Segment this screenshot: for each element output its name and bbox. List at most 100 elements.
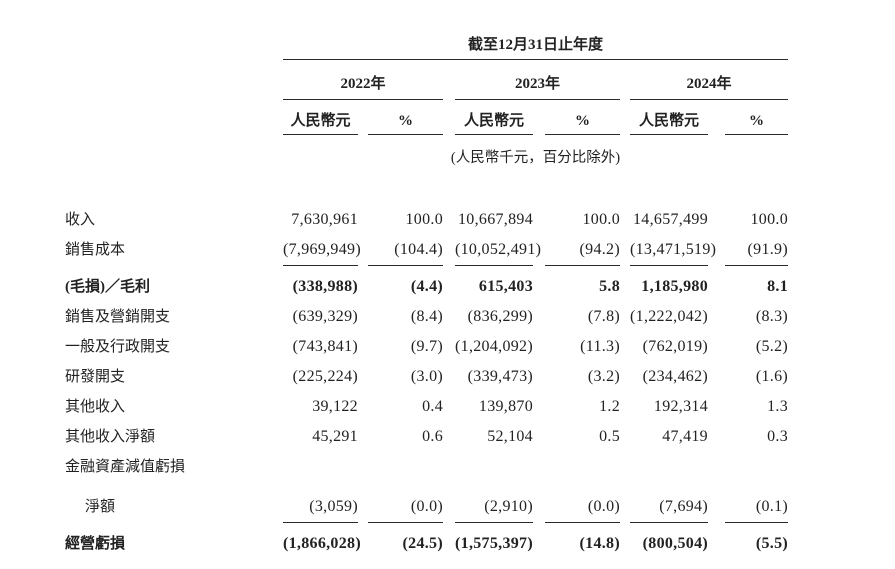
rule-line (545, 265, 620, 266)
col-header-rmb: 人民幣元 (283, 112, 358, 135)
value-cell: 192,314 (653, 398, 708, 415)
table-row: 研發開支 (225,224) (3.0) (339,473) (3.2) (234,462… (65, 362, 788, 392)
value-cell: (8.4) (410, 308, 443, 325)
value-cell: (3.2) (587, 368, 620, 385)
value-cell: 1.2 (599, 398, 620, 415)
value-cell: (1,575,397) (455, 535, 533, 552)
table-row: 淨額 (3,059) (0.0) (2,910) (0.0) (7,694) (0.1) (65, 492, 788, 522)
row-label: 淨額 (85, 499, 116, 515)
value-cell: 0.3 (767, 428, 788, 445)
value-cell: (10,052,491) (455, 241, 542, 258)
table-body: 收入 7,630,961 100.0 10,667,894 100.0 14,657,49… (65, 205, 788, 559)
value-cell: (800,504) (642, 535, 708, 552)
row-label: 金融資產減值虧損 (65, 459, 186, 475)
row-label: 銷售及營銷開支 (65, 309, 171, 325)
table-row: 收入 7,630,961 100.0 10,667,894 100.0 14,657,49… (65, 205, 788, 235)
value-cell: 139,870 (478, 398, 533, 415)
value-cell: 14,657,499 (633, 211, 708, 228)
rule-line (630, 522, 708, 523)
table-row: 銷售及營銷開支 (639,329) (8.4) (836,299) (7.8) (1,22… (65, 302, 788, 332)
value-cell: 7,630,961 (291, 211, 358, 228)
value-cell: (1,866,028) (283, 535, 361, 552)
value-cell: (234,462) (642, 368, 708, 385)
table-title-row: 截至12月31日止年度 (65, 36, 788, 60)
col-header-rmb: 人民幣元 (455, 112, 533, 135)
rule-line (455, 522, 533, 523)
value-cell: (1,222,042) (630, 308, 708, 325)
value-cell: (4.4) (410, 278, 443, 295)
col-header-rmb: 人民幣元 (630, 112, 708, 135)
rule-line (283, 522, 358, 523)
value-cell: 0.6 (422, 428, 443, 445)
value-cell: (91.9) (747, 241, 788, 258)
value-cell: (14.8) (579, 535, 620, 552)
value-cell: (5.2) (755, 338, 788, 355)
value-cell: 10,667,894 (458, 211, 533, 228)
value-cell: 1,185,980 (641, 278, 708, 295)
value-cell: (7,694) (659, 498, 708, 515)
value-cell: 100.0 (750, 211, 788, 228)
value-cell: (7,969,949) (283, 241, 361, 258)
row-label: 收入 (65, 212, 96, 228)
value-cell: (836,299) (467, 308, 533, 325)
table-row: 一般及行政開支 (743,841) (9.7) (1,204,092) (11.3) (7… (65, 332, 788, 362)
value-cell: (11.3) (580, 338, 620, 355)
value-cell: (0.0) (410, 498, 443, 515)
rule-line (368, 265, 443, 266)
table-row: 其他收入 39,122 0.4 139,870 1.2 192,314 1.3 (65, 392, 788, 422)
financial-statement-table: 截至12月31日止年度 2022年 2023年 2024年 人民幣元% 人民幣元% 人民… (65, 36, 788, 559)
rule-row (65, 522, 788, 523)
value-cell: 47,419 (662, 428, 708, 445)
value-cell: (762,019) (642, 338, 708, 355)
value-cell: (3,059) (309, 498, 358, 515)
value-cell: (0.1) (755, 498, 788, 515)
row-label: 一般及行政開支 (65, 339, 171, 355)
rule-line (725, 522, 788, 523)
table-row: 其他收入淨額 45,291 0.6 52,104 0.5 47,419 0.3 (65, 422, 788, 452)
year-header: 2024年 (630, 75, 788, 100)
year-header-row: 2022年 2023年 2024年 (65, 60, 788, 100)
value-cell: 615,403 (478, 278, 533, 295)
value-cell: (1,204,092) (455, 338, 533, 355)
rule-line (455, 265, 533, 266)
value-cell: (13,471,519) (630, 241, 717, 258)
value-cell: 100.0 (582, 211, 620, 228)
year-header: 2023年 (455, 75, 620, 100)
col-header-percent: % (368, 112, 443, 135)
table-row: 金融資產減值虧損 (65, 452, 788, 482)
row-label: 銷售成本 (65, 242, 126, 258)
table-row: (毛損)／毛利 (338,988) (4.4) 615,403 5.8 1,185,980… (65, 272, 788, 302)
column-header-row: 人民幣元% 人民幣元% 人民幣元% (65, 100, 788, 135)
value-cell: 0.4 (422, 398, 443, 415)
rule-line (545, 522, 620, 523)
year-header: 2022年 (283, 75, 443, 100)
value-cell: (1.6) (755, 368, 788, 385)
value-cell: (743,841) (292, 338, 358, 355)
rule-row (65, 265, 788, 266)
value-cell: (0.0) (587, 498, 620, 515)
row-label: (毛損)／毛利 (65, 279, 150, 295)
value-cell: 52,104 (487, 428, 533, 445)
col-header-percent: % (725, 112, 788, 135)
value-cell: (3.0) (410, 368, 443, 385)
rule-line (368, 522, 443, 523)
value-cell: 0.5 (599, 428, 620, 445)
value-cell: (24.5) (402, 535, 443, 552)
value-cell: (7.8) (587, 308, 620, 325)
table-title: 截至12月31日止年度 (283, 36, 788, 60)
value-cell: (8.3) (755, 308, 788, 325)
value-cell: 8.1 (767, 278, 788, 295)
value-cell: 100.0 (405, 211, 443, 228)
value-cell: (5.5) (755, 535, 788, 552)
table-row: 銷售成本 (7,969,949) (104.4) (10,052,491) (94.2)… (65, 235, 788, 265)
value-cell: 1.3 (767, 398, 788, 415)
row-label: 經營虧損 (65, 536, 126, 552)
row-label: 其他收入淨額 (65, 429, 156, 445)
value-cell: (94.2) (579, 241, 620, 258)
value-cell: (104.4) (394, 241, 443, 258)
value-cell: (2,910) (484, 498, 533, 515)
value-cell: (639,329) (292, 308, 358, 325)
value-cell: 5.8 (599, 278, 620, 295)
row-label: 研發開支 (65, 369, 126, 385)
unit-note-row: (人民幣千元，百分比除外) (65, 135, 788, 167)
